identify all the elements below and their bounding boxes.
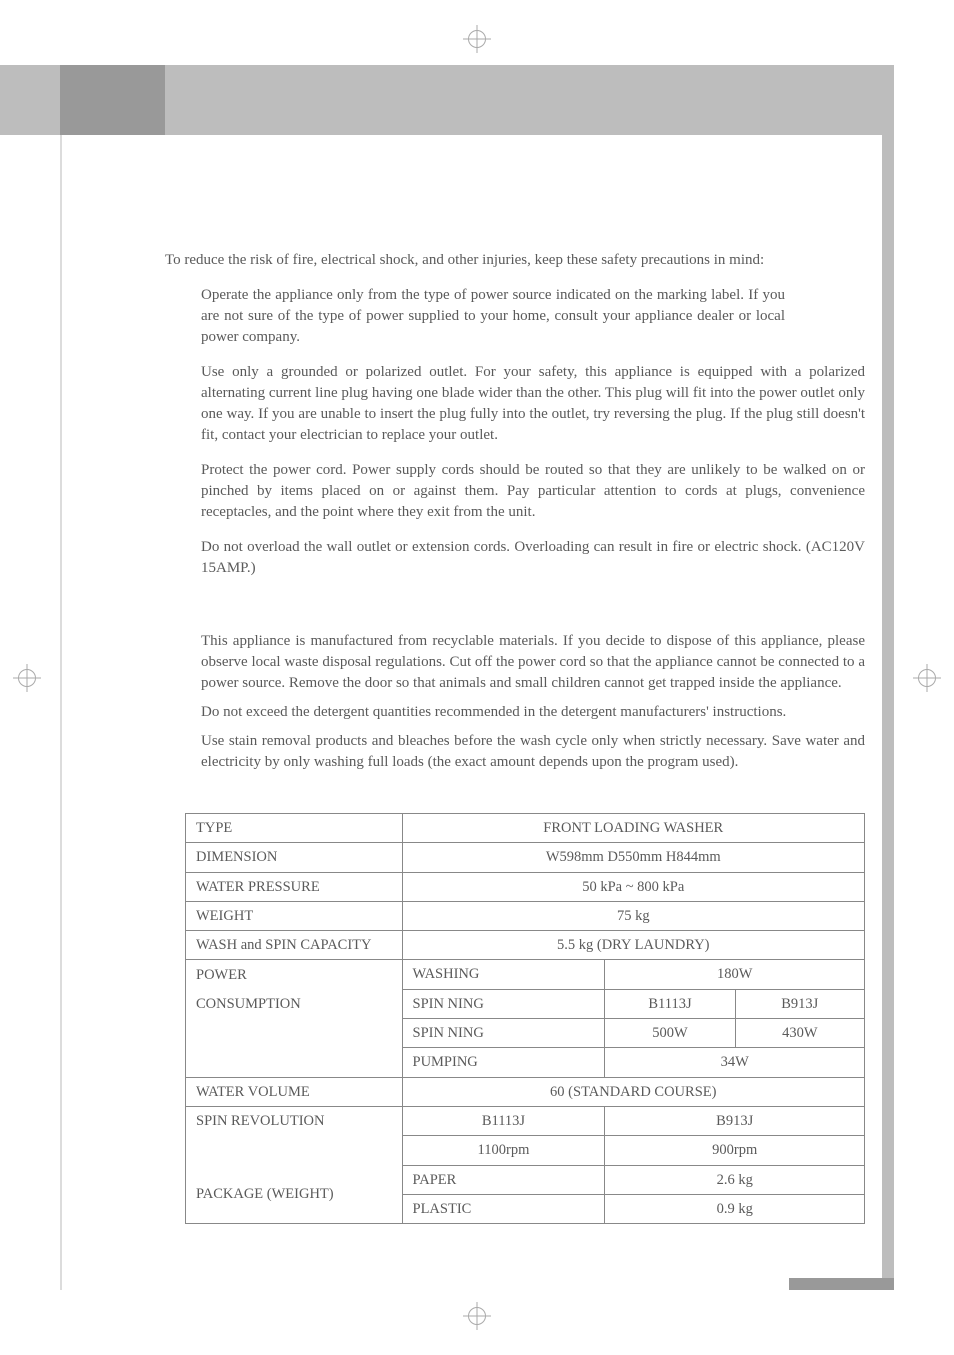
spec-washing-value: 180W (605, 960, 865, 989)
spec-pumping-label: PUMPING (402, 1048, 605, 1077)
spec-rpm-b: 900rpm (605, 1136, 865, 1165)
spec-rpm-a: 1100rpm (402, 1136, 605, 1165)
right-sidebar-accent (789, 1278, 894, 1290)
safety-p4: Do not overload the wall outlet or exten… (201, 537, 865, 579)
crop-mark-left (18, 669, 36, 687)
spec-paper-label: PAPER (402, 1165, 605, 1194)
spec-pressure-label: WATER PRESSURE (186, 872, 403, 901)
spec-type-value: FRONT LOADING WASHER (402, 814, 865, 843)
spec-washing-label: WASHING (402, 960, 605, 989)
safety-p2: Use only a grounded or polarized outlet.… (201, 362, 865, 446)
header-bar-accent (60, 65, 165, 135)
env-p3: Use stain removal products and bleaches … (201, 731, 865, 773)
left-margin-line (60, 65, 62, 1290)
spec-paper-value: 2.6 kg (605, 1165, 865, 1194)
header-tab (574, 135, 789, 213)
env-p2: Do not exceed the detergent quantities r… (201, 702, 865, 723)
spec-capacity-value: 5.5 kg (DRY LAUNDRY) (402, 931, 865, 960)
spec-plastic-value: 0.9 kg (605, 1194, 865, 1223)
spec-table: TYPE FRONT LOADING WASHER DIMENSION W598… (185, 813, 865, 1224)
spec-weight-value: 75 kg (402, 901, 865, 930)
spec-spinrev-a: B1113J (402, 1106, 605, 1135)
spec-consumption-label: CONSUMPTION (186, 989, 403, 1018)
spec-capacity-label: WASH and SPIN CAPACITY (186, 931, 403, 960)
spec-type-label: TYPE (186, 814, 403, 843)
spec-spinning2-label: SPIN NING (402, 1019, 605, 1048)
crop-mark-bottom (468, 1307, 486, 1325)
spec-pumping-value: 34W (605, 1048, 865, 1077)
crop-mark-right (918, 669, 936, 687)
spec-model-a: B1113J (605, 989, 735, 1018)
safety-p3: Protect the power cord. Power supply cor… (201, 460, 865, 523)
spec-empty-2 (186, 1048, 403, 1077)
spec-dimension-label: DIMENSION (186, 843, 403, 872)
spec-spinrev-label: SPIN REVOLUTION (186, 1106, 403, 1135)
spec-spinning-label: SPIN NING (402, 989, 605, 1018)
env-p1: This appliance is manufactured from recy… (201, 631, 865, 694)
spec-plastic-label: PLASTIC (402, 1194, 605, 1223)
spec-package-label: PACKAGE (WEIGHT) (186, 1165, 403, 1224)
spec-spin-a: 500W (605, 1019, 735, 1048)
spec-dimension-value: W598mm D550mm H844mm (402, 843, 865, 872)
spec-model-b: B913J (735, 989, 864, 1018)
page-content: To reduce the risk of fire, electrical s… (165, 250, 865, 1224)
spec-empty-1 (186, 1019, 403, 1048)
spec-power-label: POWER (186, 960, 403, 989)
spec-volume-label: WATER VOLUME (186, 1077, 403, 1106)
spec-weight-label: WEIGHT (186, 901, 403, 930)
spec-volume-value: 60 (STANDARD COURSE) (402, 1077, 865, 1106)
crop-mark-top (468, 30, 486, 48)
spec-empty-3 (186, 1136, 403, 1165)
spec-pressure-value: 50 kPa ~ 800 kPa (402, 872, 865, 901)
spec-spinrev-b: B913J (605, 1106, 865, 1135)
safety-p1: Operate the appliance only from the type… (201, 285, 865, 348)
intro-text: To reduce the risk of fire, electrical s… (165, 250, 865, 271)
right-sidebar (882, 135, 894, 1290)
spec-spin-b: 430W (735, 1019, 864, 1048)
